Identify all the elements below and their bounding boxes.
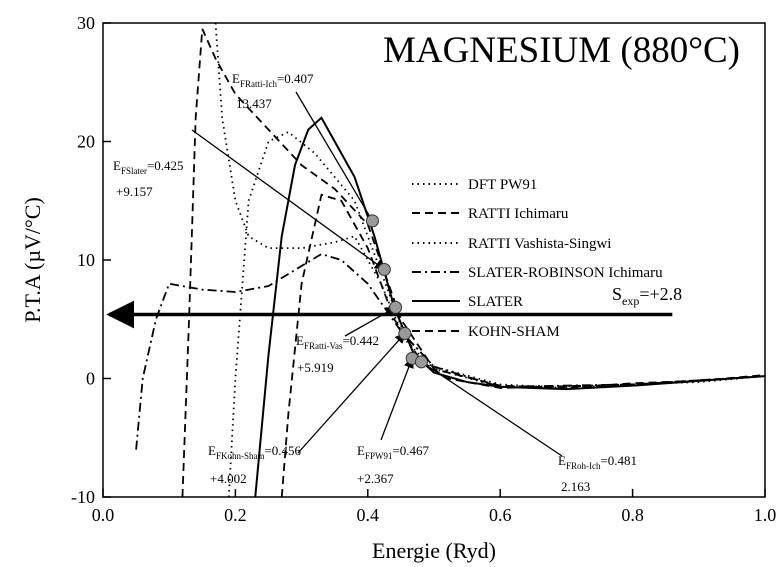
legend-label: KOHN-SHAM [468,324,560,340]
annotation-sub: FRoh-Ich [566,461,601,471]
annotation-main: E [357,443,365,458]
y-tick-label: 30 [77,13,95,33]
annotation-leader [380,357,414,441]
annotation-label: EFPW91=0.467 [357,443,430,461]
annotation-leader [344,306,397,337]
annotation-sub: FSlater [121,166,147,176]
s-exp-rest: =+2.8 [639,284,682,304]
annotation-sub: FRatti-Vas [304,341,343,351]
annotation-rest: =0.407 [277,71,314,86]
s-exp-sub: exp [622,294,639,308]
legend-label: SLATER-ROBINSON Ichimaru [468,265,663,281]
fermi-point [389,300,403,314]
annotation-leader [297,332,406,454]
annotation-sub: FPW91 [365,451,393,461]
annotation-label: EFKohn-Sham=0.456 [208,443,302,461]
s-exp-label: Sexp=+2.8 [612,284,682,308]
y-tick-label: 20 [77,132,95,152]
annotation-rest: =0.456 [264,443,301,458]
fermi-point [365,214,379,228]
annotation-main: E [208,443,216,458]
y-tick-label: 10 [77,250,95,270]
fermi-point [377,262,391,276]
annotation-leader [295,91,373,222]
annotation-value: +5.919 [297,360,334,375]
annotation-rest: =0.442 [342,333,379,348]
y-tick-label: 0 [86,369,95,389]
legend-label: RATTI Vashista-Singwi [468,236,611,252]
x-tick-label: 0.6 [489,505,512,525]
annotation-label: EFRatti-Vas=0.442 [296,333,379,351]
annotation-main: E [296,333,304,348]
annotation-value: 13.437 [236,96,272,111]
x-tick-label: 0.4 [357,505,380,525]
legend-label: SLATER [468,294,523,310]
annotation-main: E [558,453,566,468]
series-line [280,193,765,497]
annotation-rest: =0.481 [600,453,637,468]
x-tick-label: 1.0 [754,505,777,525]
annotation-main: E [113,158,121,173]
annotation-label: EFSlater=0.425 [113,158,184,176]
annotation-rest: =0.425 [147,158,184,173]
annotation-leader [421,361,563,457]
fermi-point [398,326,412,340]
fermi-point [414,355,428,369]
annotation-value: +9.157 [116,184,153,199]
annotation-rest: =0.467 [392,443,429,458]
plot-lines [135,23,765,497]
annotation-value: +4.002 [210,471,247,486]
x-axis-label: Energie (Ryd) [372,538,496,563]
annotation-value: 2.163 [561,479,590,494]
annotation-sub: FRatti-Ich [240,79,277,89]
y-tick-label: -10 [71,487,95,507]
annotation-leader [191,129,386,271]
legend-label: RATTI Ichimaru [468,206,569,222]
annotation-value: +2.367 [357,471,394,486]
x-tick-label: 0.8 [621,505,644,525]
y-axis-label: P.T.A (µV/°C) [20,197,45,323]
annotation-main: E [232,71,240,86]
legend-label: DFT PW91 [468,177,537,193]
x-tick-label: 0.0 [92,505,115,525]
chart-title: MAGNESIUM (880°C) [383,30,740,71]
annotation-sub: FKohn-Sham [216,451,265,461]
annotation-label: EFRoh-Ich=0.481 [558,453,637,471]
annotation-label: EFRatti-Ich=0.407 [232,71,314,89]
s-exp-main: S [612,284,622,304]
plot-frame [102,22,766,498]
x-tick-label: 0.2 [224,505,247,525]
